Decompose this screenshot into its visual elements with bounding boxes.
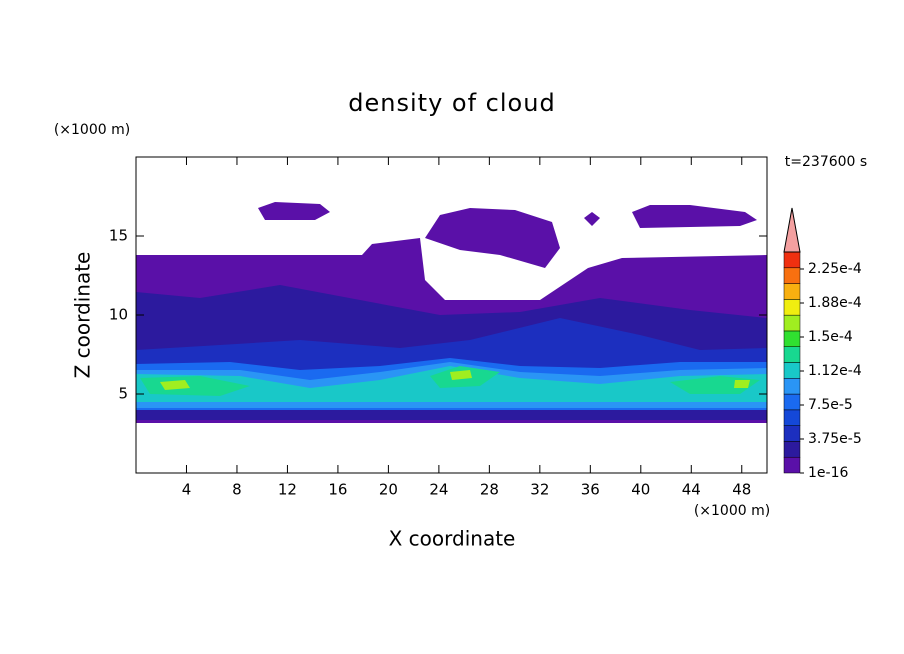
contour-level-1 <box>258 202 330 220</box>
colorbar-box <box>783 299 801 316</box>
x-tick-label: 8 <box>232 481 242 499</box>
colorbar-tick-label: 1e-16 <box>808 465 848 481</box>
x-unit: (×1000 m) <box>694 503 770 519</box>
colorbar-tick-label: 2.25e-4 <box>808 261 862 277</box>
y-tick-label: 5 <box>118 385 128 403</box>
colorbar-box <box>783 362 801 379</box>
colorbar-box <box>783 314 801 332</box>
colorbar-box <box>783 409 801 426</box>
x-tick-label: 12 <box>278 481 297 499</box>
x-tick-label: 32 <box>530 481 549 499</box>
contour-field <box>136 202 767 423</box>
y-tick-label: 15 <box>109 227 128 245</box>
x-tick-label: 4 <box>182 481 192 499</box>
colorbar-tick-label: 3.75e-5 <box>808 431 862 447</box>
contour-level-7 <box>140 366 760 396</box>
colorbar-box <box>783 267 801 284</box>
x-tick-label: 16 <box>328 481 347 499</box>
contour-level-1 <box>584 212 600 226</box>
y-axis-title: Z coordinate <box>71 252 95 379</box>
colorbar-tick-label: 1.88e-4 <box>808 295 862 311</box>
contour-bottom <box>136 410 767 418</box>
x-axis-title: X coordinate <box>389 527 516 551</box>
colorbar-tick-label: 1.12e-4 <box>808 363 862 379</box>
time-annotation: t=237600 s <box>785 154 867 170</box>
x-tick-label: 24 <box>429 481 448 499</box>
x-tick-label: 20 <box>379 481 398 499</box>
x-tick-label: 48 <box>732 481 751 499</box>
chart-title: density of cloud <box>348 89 555 117</box>
colorbar-tick-label: 7.5e-5 <box>808 397 853 413</box>
y-tick-label: 10 <box>109 306 128 324</box>
contour-level-1 <box>425 208 560 268</box>
colorbar-box <box>783 330 801 347</box>
colorbar-box <box>783 393 801 411</box>
contour-level-8 <box>160 370 750 390</box>
colorbar-box <box>783 378 801 395</box>
colorbar-tick-label: 1.5e-4 <box>808 329 853 345</box>
colorbar-box <box>783 283 801 300</box>
colorbar-extend <box>783 207 801 253</box>
x-tick-label: 44 <box>682 481 701 499</box>
y-unit: (×1000 m) <box>54 122 130 138</box>
colorbar-box <box>783 456 801 474</box>
colorbar-box <box>783 441 801 458</box>
colorbar-box <box>783 346 801 363</box>
x-tick-label: 40 <box>631 481 650 499</box>
colorbar-box <box>783 251 801 269</box>
colorbar-box <box>783 425 801 442</box>
x-tick-label: 36 <box>581 481 600 499</box>
x-tick-label: 28 <box>480 481 499 499</box>
contour-level-1 <box>632 205 757 228</box>
